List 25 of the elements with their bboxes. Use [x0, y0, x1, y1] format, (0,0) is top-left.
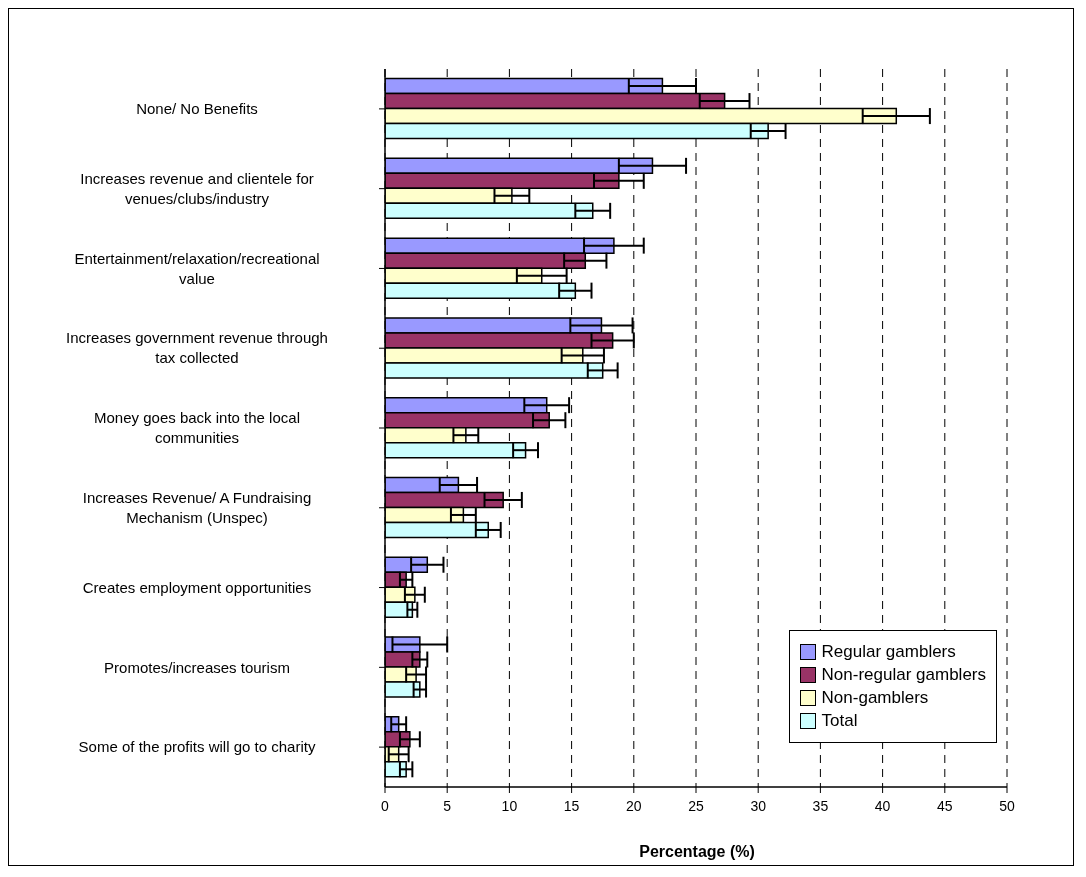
x-tick-label: 0 — [381, 797, 390, 814]
x-tick-label: 25 — [688, 797, 704, 814]
legend-label: Total — [821, 711, 858, 731]
x-tick-label: 30 — [750, 797, 767, 814]
y-tick-label: None/ No Benefits — [136, 100, 258, 118]
y-tick-label: Creates employment opportunities — [82, 578, 312, 596]
y-tick-label: Promotes/increases tourism — [104, 658, 290, 676]
y-tick-label: Money goes back into the local communities — [94, 409, 300, 447]
legend-label: Non-gamblers — [821, 688, 929, 708]
x-axis-title: Percentage (%) — [638, 843, 756, 861]
x-tick-label: 10 — [501, 797, 518, 814]
y-tick-label: Increases government revenue through tax collected — [66, 329, 328, 367]
legend-label: Regular gamblers — [821, 642, 956, 662]
y-tick-label: Increases revenue and clientele for venues/clubs/industry — [80, 169, 314, 207]
y-tick-label: Some of the profits will go to charity — [78, 738, 316, 756]
y-tick-label: Entertainment/relaxation/recreational value — [74, 249, 320, 287]
x-tick-label: 45 — [937, 797, 953, 814]
x-tick-label: 20 — [626, 797, 642, 814]
y-tick-label: Increases Revenue/ A Fundraising Mechanism (Unspec) — [82, 489, 312, 527]
x-tick-label: 5 — [443, 797, 452, 814]
x-tick-label: 50 — [999, 797, 1015, 814]
x-tick-label: 40 — [874, 797, 891, 814]
legend-label: Non-regular gamblers — [821, 665, 986, 685]
x-tick-label: 15 — [563, 797, 580, 814]
x-tick-label: 35 — [812, 797, 829, 814]
